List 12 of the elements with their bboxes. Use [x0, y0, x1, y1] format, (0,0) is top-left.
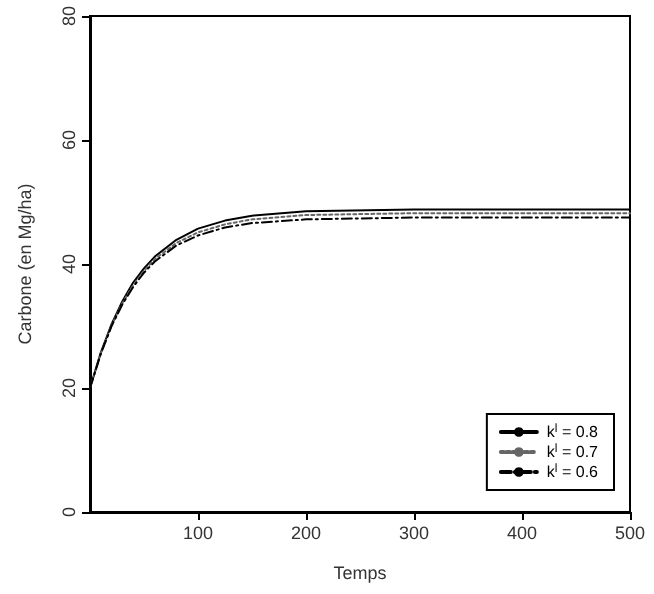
y-tick-label: 0 — [59, 506, 79, 518]
x-tick-label: 200 — [290, 523, 322, 543]
y-tick-label: 80 — [59, 6, 79, 27]
y-axis-title: Carbone (en Mg/ha) — [15, 183, 35, 345]
x-tick-label: 300 — [398, 523, 430, 543]
x-tick-label: 100 — [182, 523, 214, 543]
x-axis-title: Temps — [333, 563, 388, 583]
x-tick-label: 500 — [614, 523, 646, 543]
x-tick-label: 400 — [506, 523, 538, 543]
y-tick-label: 40 — [59, 253, 79, 275]
y-tick-label: 60 — [59, 129, 79, 151]
y-tick-label: 20 — [59, 377, 79, 399]
